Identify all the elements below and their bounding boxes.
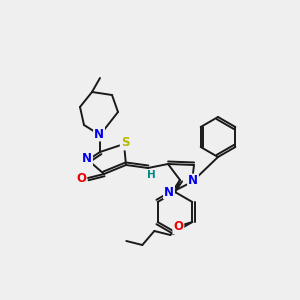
Text: N: N <box>82 152 92 166</box>
Text: N: N <box>188 175 198 188</box>
Text: O: O <box>76 172 86 185</box>
Text: O: O <box>173 220 183 233</box>
Text: N: N <box>164 185 174 199</box>
Text: S: S <box>121 136 129 149</box>
Text: N: N <box>94 128 104 140</box>
Text: H: H <box>147 170 155 180</box>
